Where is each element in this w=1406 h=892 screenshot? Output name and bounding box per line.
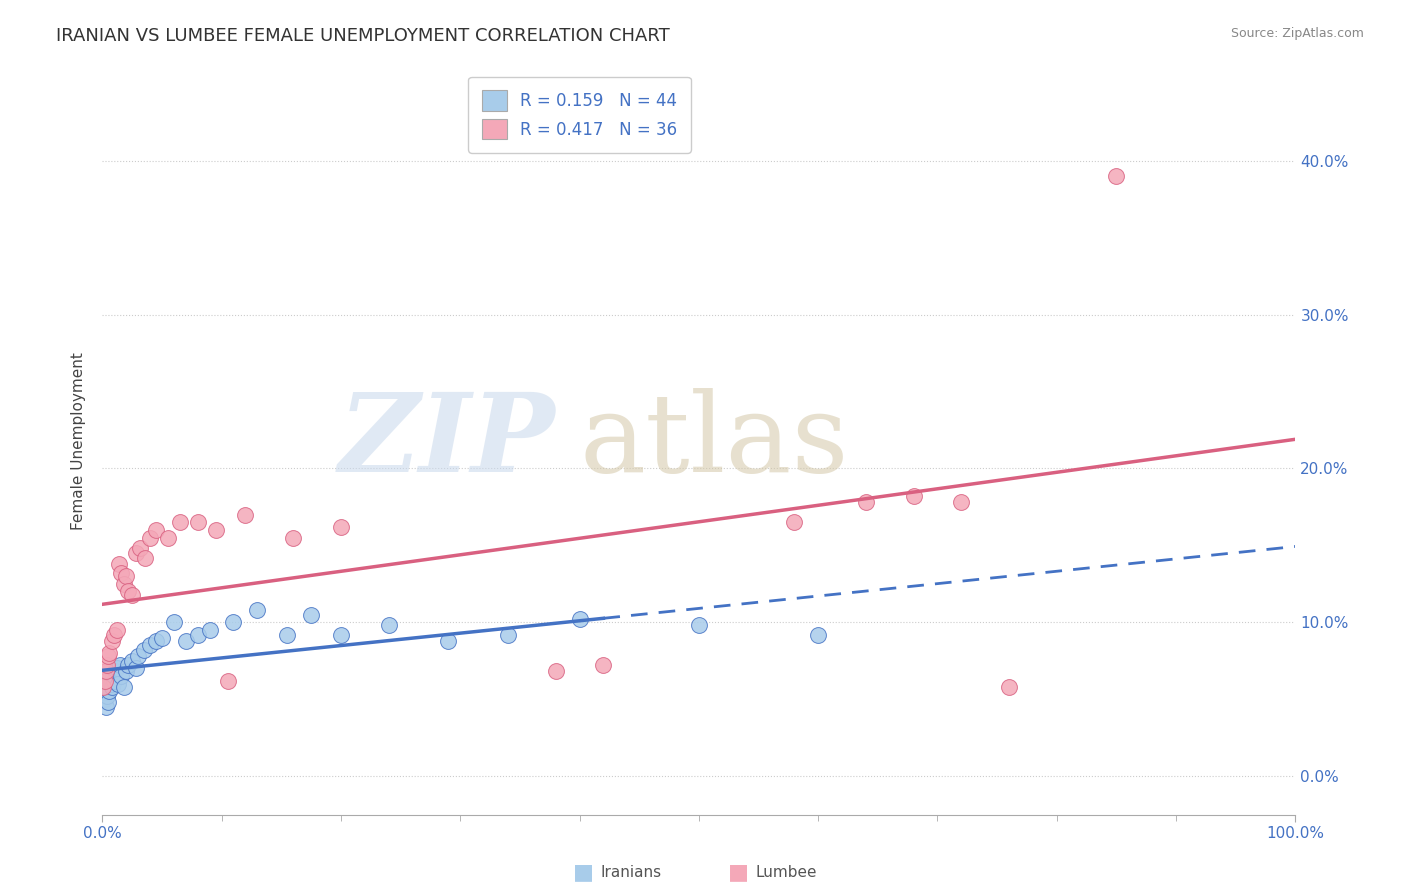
Point [783, 516, 806, 530]
Point [145, 633, 167, 648]
Text: Source: ZipAtlas.com: Source: ZipAtlas.com [1230, 27, 1364, 40]
Point [163, 615, 186, 630]
Point [187, 516, 209, 530]
Point [217, 673, 239, 688]
Point [94, 669, 117, 683]
Point [100, 677, 122, 691]
Text: ZIP: ZIP [339, 388, 555, 495]
Point [93, 680, 115, 694]
Point [108, 557, 131, 571]
Point [998, 680, 1021, 694]
Point [688, 618, 710, 632]
Point [115, 569, 138, 583]
Point [104, 665, 127, 679]
Point [329, 627, 352, 641]
Point [110, 669, 132, 683]
Point [93, 692, 115, 706]
Point [329, 520, 352, 534]
Legend: R = 0.159   N = 44, R = 0.417   N = 36: R = 0.159 N = 44, R = 0.417 N = 36 [468, 77, 690, 153]
Point [437, 633, 460, 648]
Point [96, 680, 118, 694]
Point [235, 508, 257, 522]
Point [903, 489, 925, 503]
Point [246, 603, 269, 617]
Point [222, 615, 245, 630]
Point [124, 661, 146, 675]
Point [97, 649, 120, 664]
Point [377, 618, 399, 632]
Text: Lumbee: Lumbee [755, 865, 817, 880]
Point [568, 612, 591, 626]
Point [132, 643, 155, 657]
Point [950, 495, 973, 509]
Point [1105, 169, 1128, 184]
Point [150, 631, 173, 645]
Point [108, 658, 131, 673]
Text: IRANIAN VS LUMBEE FEMALE UNEMPLOYMENT CORRELATION CHART: IRANIAN VS LUMBEE FEMALE UNEMPLOYMENT CO… [56, 27, 671, 45]
Point [187, 627, 209, 641]
Point [117, 584, 139, 599]
Point [139, 531, 162, 545]
Point [94, 665, 117, 679]
Point [112, 680, 135, 694]
Point [93, 677, 115, 691]
Point [145, 523, 167, 537]
Point [96, 658, 118, 673]
Point [592, 658, 614, 673]
Point [93, 673, 115, 688]
Y-axis label: Female Unemployment: Female Unemployment [72, 352, 86, 531]
Point [124, 546, 146, 560]
Point [110, 566, 132, 580]
Point [198, 623, 221, 637]
Point [98, 684, 121, 698]
Point [156, 531, 179, 545]
Point [496, 627, 519, 641]
Text: atlas: atlas [579, 388, 849, 495]
Point [115, 665, 138, 679]
Point [100, 633, 122, 648]
Point [100, 680, 122, 694]
Point [281, 531, 304, 545]
Point [544, 665, 567, 679]
Point [105, 623, 128, 637]
Point [103, 673, 125, 688]
Point [139, 638, 162, 652]
Point [169, 516, 191, 530]
Point [103, 627, 125, 641]
Point [276, 627, 298, 641]
Point [174, 633, 197, 648]
Point [855, 495, 877, 509]
Text: Iranians: Iranians [600, 865, 661, 880]
Text: ■: ■ [574, 863, 593, 882]
Point [204, 523, 226, 537]
Point [93, 684, 115, 698]
Point [121, 654, 143, 668]
Point [117, 658, 139, 673]
Text: ■: ■ [728, 863, 748, 882]
Point [105, 661, 128, 675]
Point [807, 627, 830, 641]
Point [97, 673, 120, 688]
Point [127, 649, 149, 664]
Point [121, 588, 143, 602]
Point [96, 689, 118, 703]
Point [112, 576, 135, 591]
Point [98, 646, 121, 660]
Point [299, 607, 322, 622]
Point [94, 699, 117, 714]
Point [101, 669, 124, 683]
Point [107, 677, 129, 691]
Point [97, 695, 120, 709]
Point [134, 550, 156, 565]
Point [129, 541, 152, 556]
